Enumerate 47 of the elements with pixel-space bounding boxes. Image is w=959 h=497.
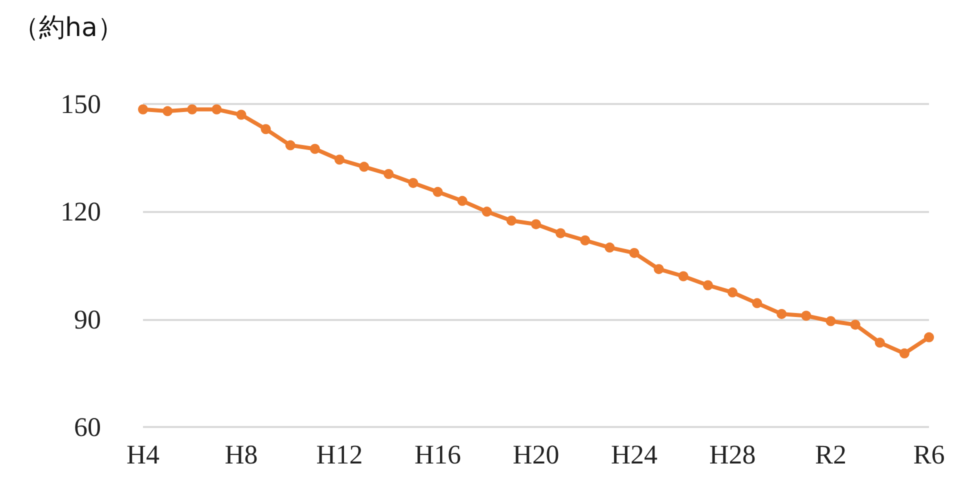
point <box>482 206 492 217</box>
point <box>776 308 787 319</box>
point <box>506 216 516 226</box>
x-tick-label: H16 <box>414 440 461 470</box>
x-tick-label: H4 <box>126 440 160 470</box>
point <box>408 178 418 188</box>
point <box>138 104 148 114</box>
point <box>556 228 566 238</box>
y-tick-label: 90 <box>74 304 101 334</box>
point <box>457 196 468 206</box>
point <box>604 242 615 253</box>
point <box>310 144 320 154</box>
y-tick-label: 150 <box>60 89 101 119</box>
x-tick-label: R6 <box>913 440 945 470</box>
y-tick-label: 120 <box>60 196 101 227</box>
point <box>285 140 296 150</box>
point <box>850 320 860 330</box>
point <box>359 162 370 172</box>
y-tick-label: 60 <box>74 412 101 442</box>
point <box>432 186 443 197</box>
x-tick-label: H20 <box>512 440 560 470</box>
point <box>531 219 541 230</box>
x-tick-label: H24 <box>611 440 658 470</box>
point <box>728 287 738 298</box>
point <box>187 104 198 114</box>
point <box>236 110 246 120</box>
point <box>162 106 173 116</box>
point <box>801 310 812 321</box>
point <box>826 316 836 326</box>
x-tick-label: H8 <box>224 440 258 470</box>
y-axis-title: （約ha） <box>13 13 124 43</box>
point <box>924 332 934 342</box>
point <box>702 280 713 290</box>
x-tick-label: R2 <box>814 440 847 470</box>
point <box>260 124 271 134</box>
point <box>678 271 688 282</box>
x-tick-label: H28 <box>709 440 756 470</box>
point <box>899 348 910 358</box>
point <box>212 104 222 114</box>
point <box>629 248 640 258</box>
point <box>752 298 762 308</box>
point <box>580 235 590 246</box>
point <box>334 154 344 165</box>
point <box>874 338 885 348</box>
point <box>654 264 664 274</box>
point <box>384 168 394 179</box>
x-tick-label: H12 <box>316 440 363 470</box>
